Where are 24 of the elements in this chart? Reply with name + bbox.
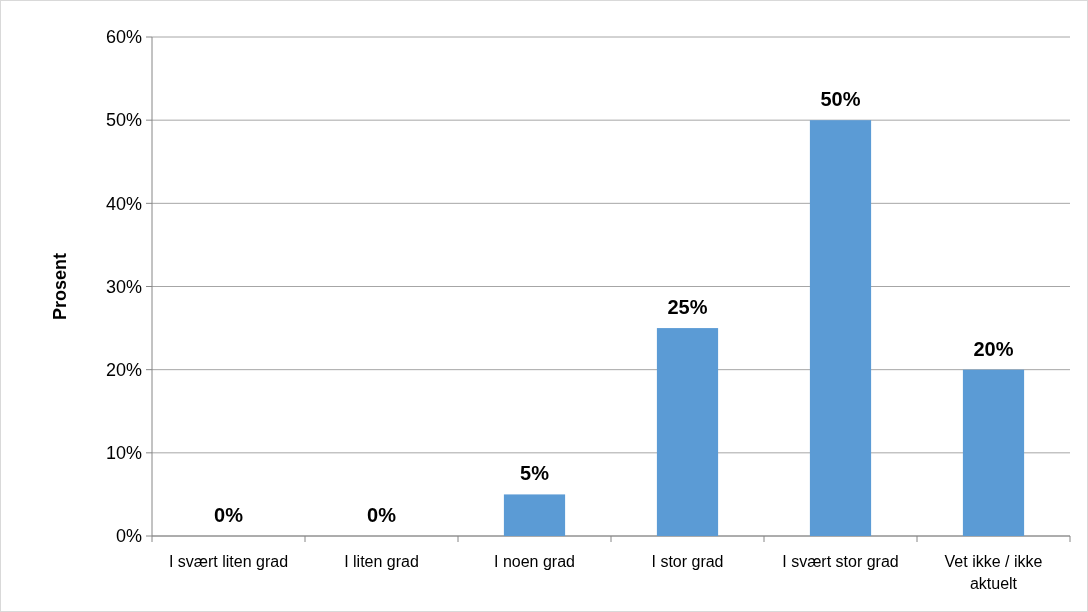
bar	[503, 494, 566, 536]
y-tick-label: 20%	[105, 359, 142, 380]
y-tick-label: 50%	[105, 110, 142, 131]
y-tick-label: 60%	[105, 27, 142, 48]
x-tick-label: Vet ikke / ikke aktuelt	[944, 553, 1043, 592]
bar	[962, 369, 1025, 536]
y-tick-label: 10%	[105, 443, 142, 464]
x-tick-label: I liten grad	[344, 553, 419, 570]
x-tick-label: I noen grad	[494, 553, 575, 570]
y-axis-title: Prosent	[50, 252, 70, 321]
x-tick-label: I svært liten grad	[168, 553, 289, 570]
x-tick-label: I svært stor grad	[782, 553, 899, 570]
data-label: 25%	[667, 296, 708, 319]
y-tick-label: 0%	[115, 526, 142, 547]
data-label: 0%	[214, 504, 244, 526]
y-tick-label: 30%	[105, 276, 142, 297]
data-label: 50%	[820, 88, 861, 111]
data-label: 0%	[367, 504, 397, 526]
data-label: 20%	[973, 337, 1014, 360]
x-tick-label: I stor grad	[651, 553, 724, 570]
bar	[809, 120, 872, 536]
bar	[656, 328, 719, 536]
y-tick-label: 40%	[105, 193, 142, 214]
data-label: 5%	[520, 462, 550, 485]
